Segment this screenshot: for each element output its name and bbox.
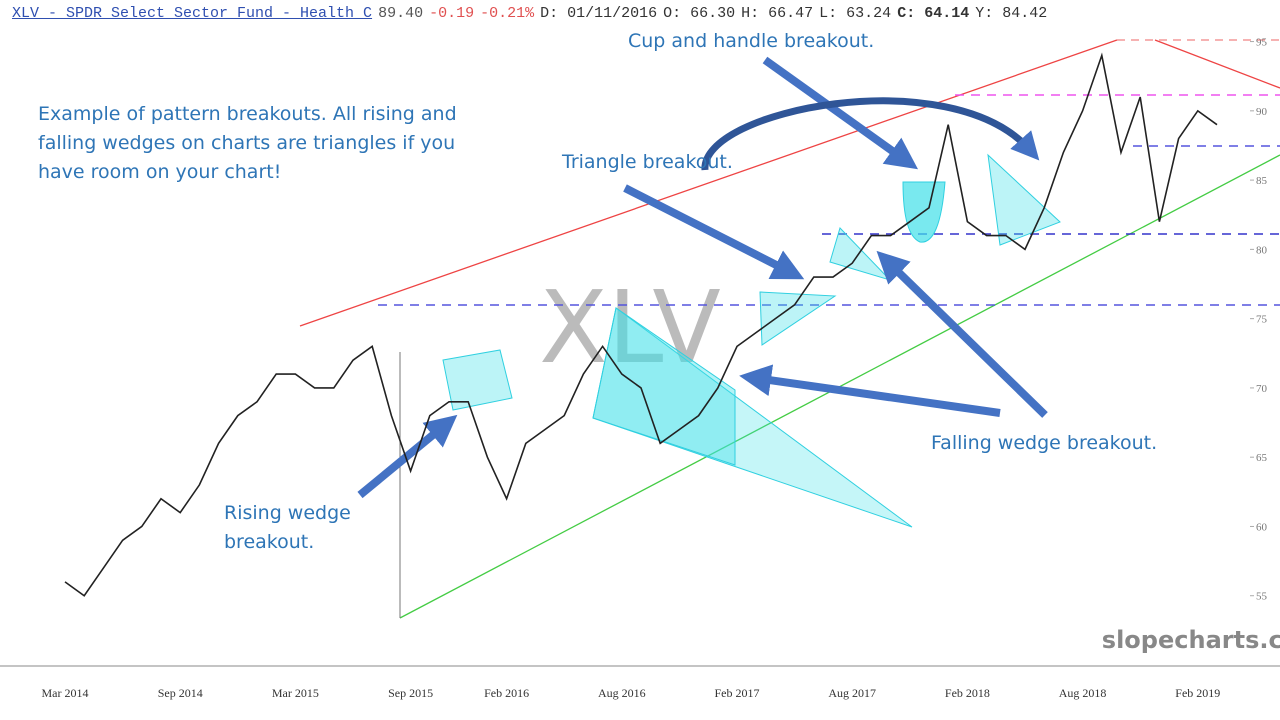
x-tick-label: Feb 2017 [715, 686, 760, 700]
x-tick-label: Feb 2018 [945, 686, 990, 700]
y-tick-label: 60 [1256, 521, 1268, 533]
price-line [64, 52, 1218, 597]
triangle [759, 291, 837, 346]
x-tick-label: Aug 2016 [598, 686, 646, 700]
high: H: 66.47 [741, 5, 814, 22]
resistance-line [299, 39, 1118, 327]
change: -0.19 [429, 5, 475, 22]
year: Y: 84.42 [975, 5, 1048, 22]
last: 89.40 [378, 5, 424, 22]
annotation: Example of pattern breakouts. All rising… [38, 103, 457, 183]
arrow [357, 414, 458, 499]
open: O: 66.30 [663, 5, 736, 22]
x-tick-label: Sep 2015 [388, 686, 433, 700]
credit: slopecharts.com [1102, 626, 1280, 654]
header: XLV - SPDR Select Sector Fund - Health C… [12, 5, 1053, 22]
y-tick-label: 75 [1256, 314, 1268, 326]
curved-arrow [701, 97, 1040, 171]
x-tick-label: Mar 2015 [272, 686, 319, 700]
y-tick-label: 95 [1256, 37, 1268, 49]
close-label: C: [897, 5, 916, 22]
x-tick-label: Mar 2014 [42, 686, 89, 700]
y-tick-label: 55 [1256, 591, 1268, 603]
y-tick-label: 85 [1256, 175, 1268, 187]
annotation: Rising wedge breakout. [224, 502, 351, 553]
x-tick-label: Sep 2014 [158, 686, 203, 700]
arrow [762, 56, 919, 170]
x-tick-label: Aug 2017 [828, 686, 876, 700]
y-tick-label: 90 [1256, 106, 1268, 118]
x-tick-label: Feb 2016 [484, 686, 529, 700]
x-tick-label: Feb 2019 [1175, 686, 1220, 700]
arrow [623, 184, 805, 280]
triangle [829, 227, 892, 282]
arrow [876, 250, 1048, 418]
y-tick-label: 70 [1256, 383, 1268, 395]
annotation: Cup and handle breakout. [628, 30, 875, 52]
annotation: Falling wedge breakout. [931, 432, 1158, 454]
resistance-line [1154, 39, 1280, 89]
falling-wedge [592, 307, 736, 466]
y-tick-label: 80 [1256, 244, 1268, 256]
arrows [357, 56, 1048, 499]
symbol: XLV - SPDR Select Sector Fund - Health C [12, 5, 373, 22]
date: D: 01/11/2016 [540, 5, 658, 22]
arrow [739, 364, 1001, 417]
rising-wedge [442, 349, 513, 411]
close: 64.14 [924, 5, 970, 22]
y-tick-label: 65 [1256, 452, 1268, 464]
watermark: XLV [539, 269, 721, 386]
falling-wedge [987, 153, 1061, 246]
low: L: 63.24 [819, 5, 892, 22]
x-tick-label: Aug 2018 [1059, 686, 1107, 700]
annotation: Triangle breakout. [562, 151, 733, 173]
change-pct: -0.21% [480, 5, 535, 22]
